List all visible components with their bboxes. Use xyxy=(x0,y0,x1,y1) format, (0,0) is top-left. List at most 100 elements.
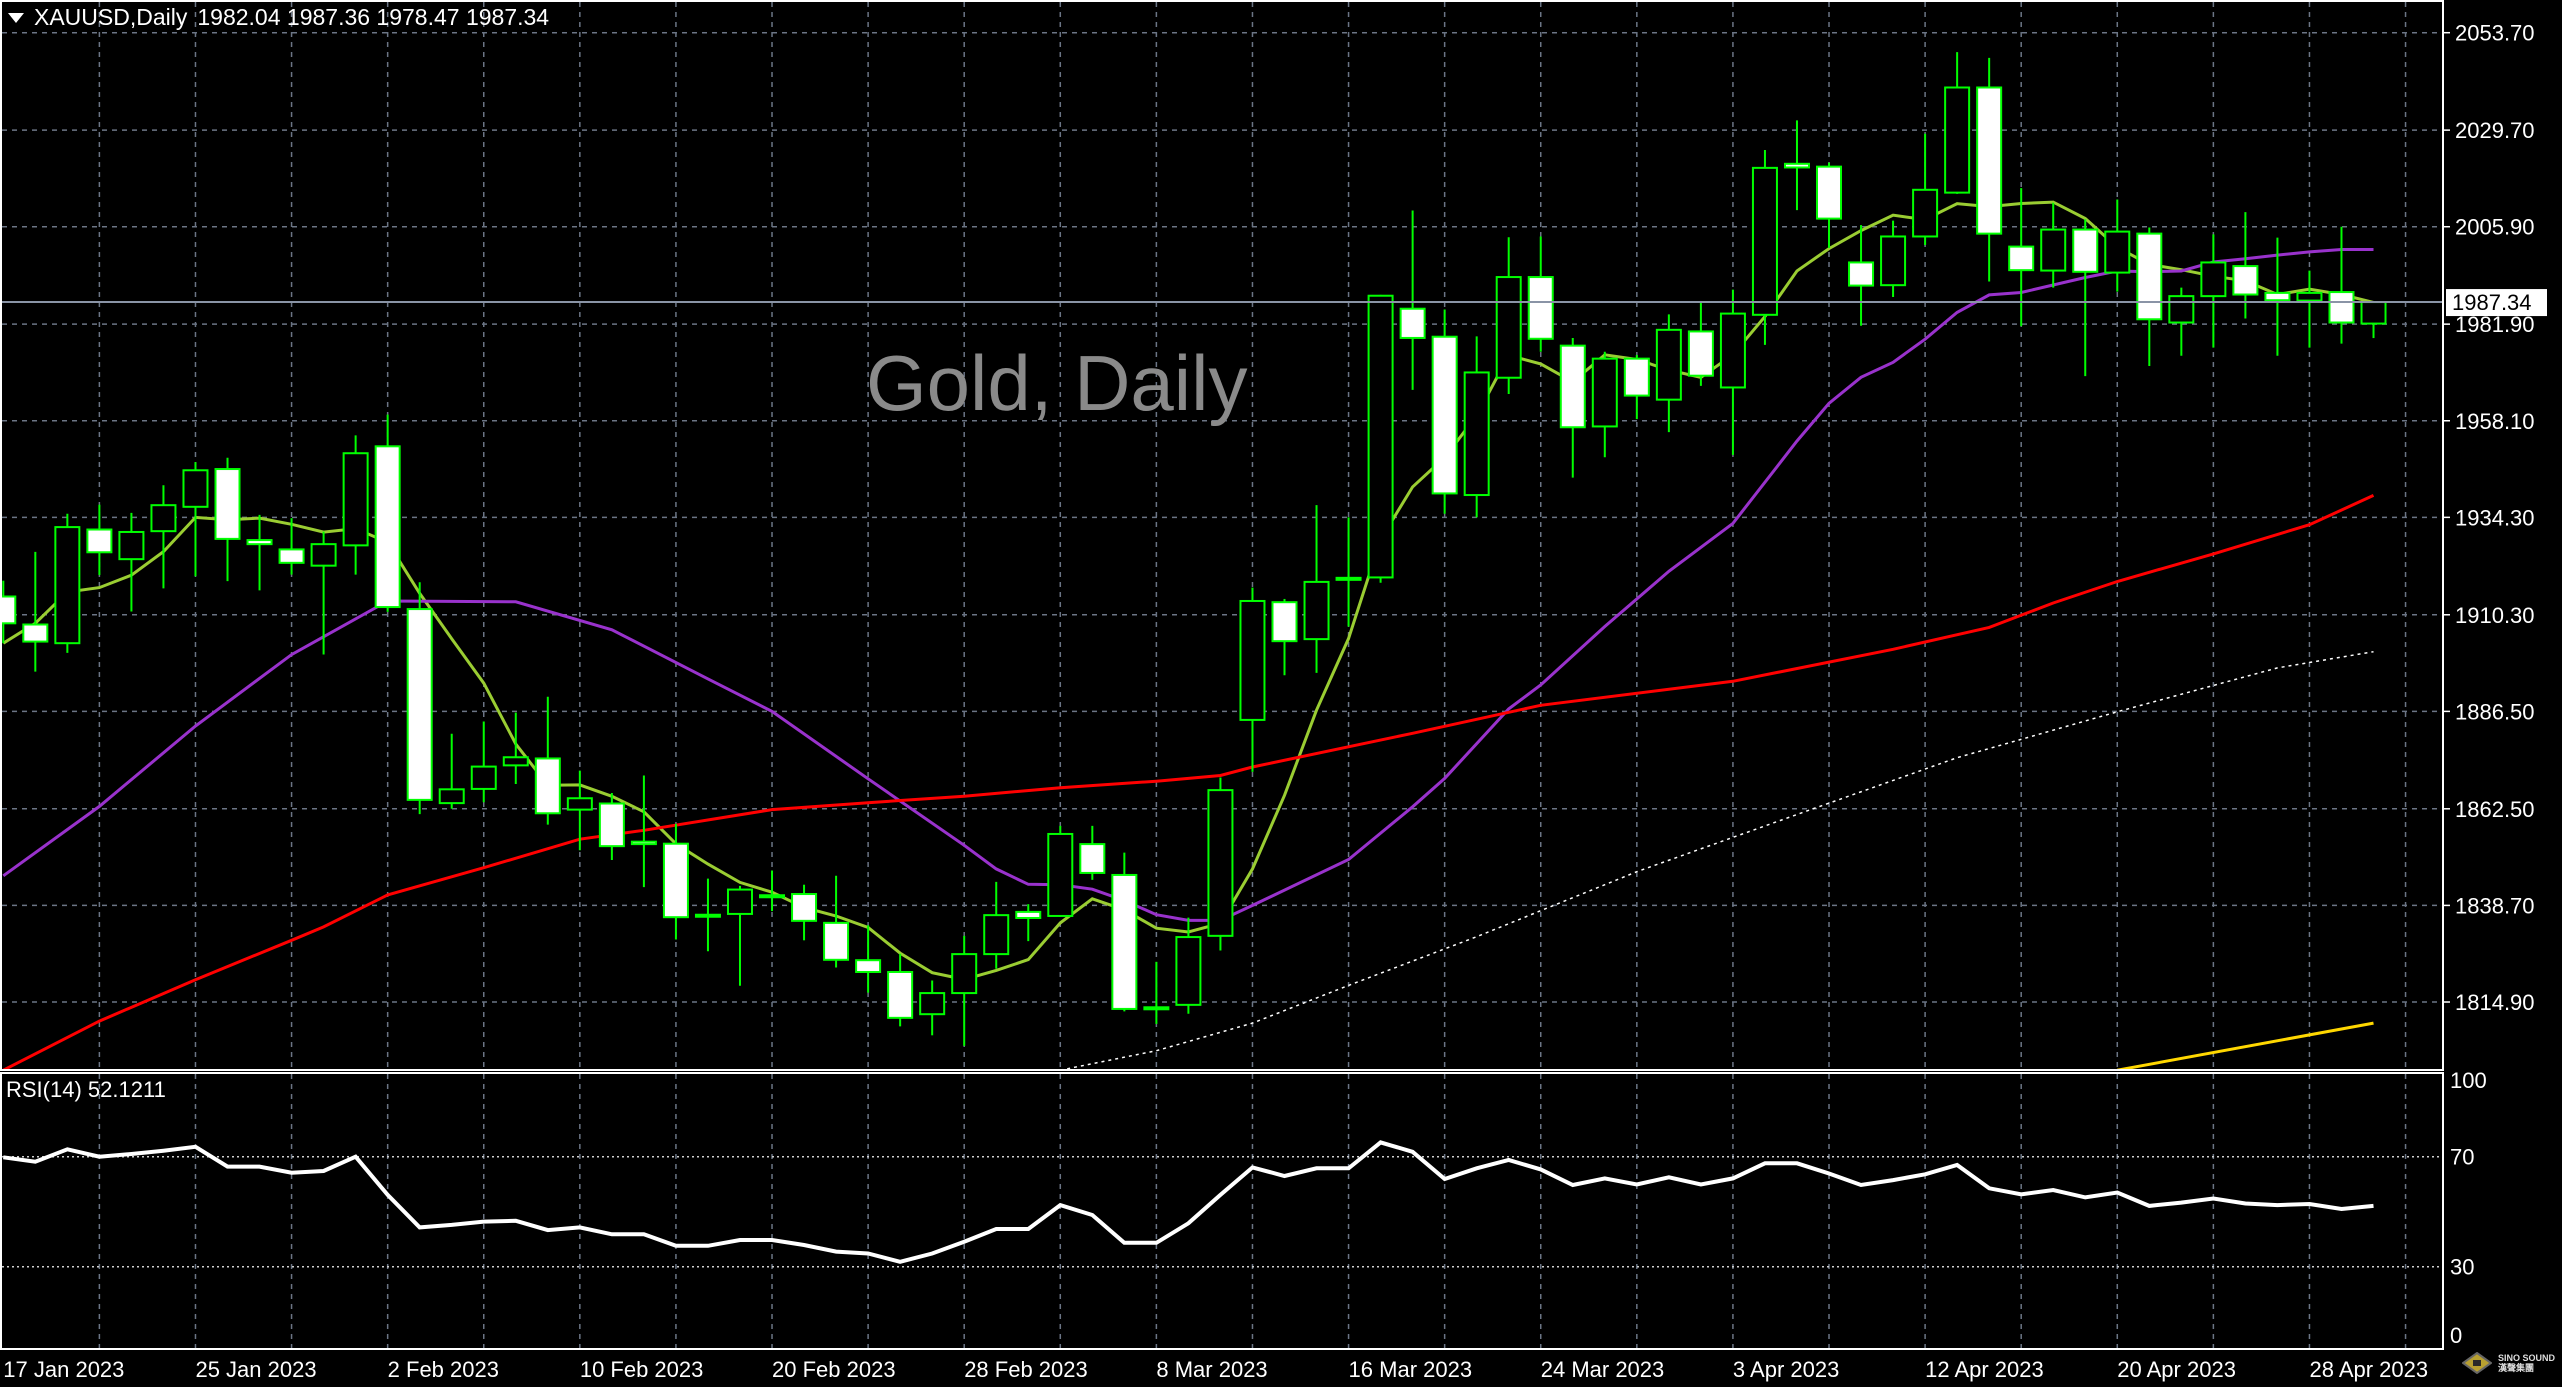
candle xyxy=(2008,188,2035,327)
candle-body-bear xyxy=(22,623,49,643)
price-axis: 2053.70 2029.70 2005.90 1981.90 1958.10 1934.… xyxy=(2443,21,2535,1015)
candle-body-bull xyxy=(1655,328,1682,401)
candle-body-bear xyxy=(823,921,850,961)
candle-body-bull xyxy=(694,913,721,918)
candle-body-bear xyxy=(1783,162,1810,169)
candle-body-bear xyxy=(1687,330,1714,377)
dropdown-triangle-icon[interactable] xyxy=(8,12,24,23)
candle-body-bear xyxy=(630,840,657,846)
candle xyxy=(2,580,17,644)
candle xyxy=(1079,825,1106,880)
rsi-tick-label: 30 xyxy=(2450,1255,2474,1280)
candle xyxy=(694,878,721,952)
price-panel-border xyxy=(0,0,2444,1071)
logo-name: SINO SOUND xyxy=(2498,1353,2556,1363)
moving-average-line-0 xyxy=(2,200,2374,981)
candle-body-bull xyxy=(438,788,465,805)
price-tick-label: 1958.10 xyxy=(2455,409,2535,434)
candle xyxy=(1399,210,1426,390)
candle-body-bear xyxy=(534,757,561,815)
candle xyxy=(2264,237,2291,356)
candle xyxy=(86,504,113,575)
candle-body-bear xyxy=(1816,165,1843,220)
candle xyxy=(1175,917,1202,1014)
candle-body-bear xyxy=(2264,291,2291,302)
candle xyxy=(1687,301,1714,386)
candle-body-bear xyxy=(1976,86,2003,235)
candle xyxy=(630,775,657,888)
candle xyxy=(1848,225,1875,326)
candle-body-bear xyxy=(2232,265,2259,296)
candle-body-bull xyxy=(310,543,337,567)
candle-body-bear xyxy=(1559,344,1586,429)
candle-body-bull xyxy=(1143,1006,1170,1011)
candle xyxy=(1047,825,1074,917)
candle xyxy=(1783,120,1810,211)
current-price-text: 1987.34 xyxy=(2452,290,2532,315)
candle-body-bear xyxy=(1848,261,1875,287)
candle xyxy=(1239,587,1266,772)
candle xyxy=(951,935,978,1046)
candle-body-bull xyxy=(1495,276,1522,379)
candle xyxy=(919,980,946,1036)
rsi-tick-label: 0 xyxy=(2450,1323,2462,1348)
candle-body-bull xyxy=(1719,312,1746,389)
candle xyxy=(1816,162,1843,248)
candle-body-bull xyxy=(2200,261,2227,298)
candle xyxy=(1880,220,1907,297)
moving-average-line-4 xyxy=(2117,1021,2374,1069)
candle-body-bull xyxy=(1944,86,1971,194)
price-tick-label: 1910.30 xyxy=(2455,603,2535,628)
candle-body-bull xyxy=(726,888,753,915)
rsi-tick-label: 70 xyxy=(2450,1145,2474,1170)
candle-body-bull xyxy=(118,530,145,561)
candle-body-bull xyxy=(1207,789,1234,937)
candle xyxy=(2104,199,2131,292)
candle-body-bear xyxy=(2328,291,2355,324)
price-tick-label: 1981.90 xyxy=(2455,312,2535,337)
price-tick-label: 1838.70 xyxy=(2455,893,2535,918)
candle xyxy=(1111,852,1138,1012)
candle xyxy=(1303,505,1330,673)
candle xyxy=(1335,517,1362,627)
candle-body-bull xyxy=(150,504,177,533)
price-tick-label: 1862.50 xyxy=(2455,797,2535,822)
candle-body-bear xyxy=(598,802,625,848)
candle-body-bull xyxy=(983,914,1010,956)
price-tick-label: 2005.90 xyxy=(2455,215,2535,240)
candle xyxy=(2136,227,2163,366)
candle-body-bull xyxy=(342,452,369,547)
candle xyxy=(246,514,273,591)
candle-body-bear xyxy=(1623,357,1650,397)
logo-subtext: 漢聲集團 xyxy=(2498,1363,2535,1373)
candle-body-bull xyxy=(1335,576,1362,581)
candle-body-bull xyxy=(1880,235,1907,287)
candle-body-bear xyxy=(1015,910,1042,919)
moving-average-line-3 xyxy=(1062,650,2374,1069)
candle-body-bull xyxy=(1239,599,1266,721)
candle xyxy=(662,823,689,940)
candle-body-bull xyxy=(1047,832,1074,917)
candle xyxy=(438,733,465,809)
date-tick-label: 24 Mar 2023 xyxy=(1541,1357,1665,1382)
candle xyxy=(118,512,145,612)
candle xyxy=(406,582,433,815)
candle-body-bull xyxy=(54,526,81,645)
candle xyxy=(1207,777,1234,951)
candle xyxy=(2232,212,2259,319)
candle-body-bull xyxy=(2360,301,2387,325)
candle-body-bull xyxy=(1367,294,1394,579)
rsi-series xyxy=(3,1140,2374,1264)
candle-body-bear xyxy=(246,539,273,546)
rsi-tick-label: 100 xyxy=(2450,1068,2487,1093)
price-tick-label: 1886.50 xyxy=(2455,699,2535,724)
candle-body-bear xyxy=(855,959,882,973)
diamond-logo-icon xyxy=(2462,1352,2492,1374)
candle-body-bull xyxy=(2168,295,2195,324)
candle xyxy=(887,953,914,1027)
candle xyxy=(1367,294,1394,583)
candle xyxy=(1527,236,1554,352)
candle-body-bull xyxy=(759,894,786,899)
candle xyxy=(54,513,81,653)
